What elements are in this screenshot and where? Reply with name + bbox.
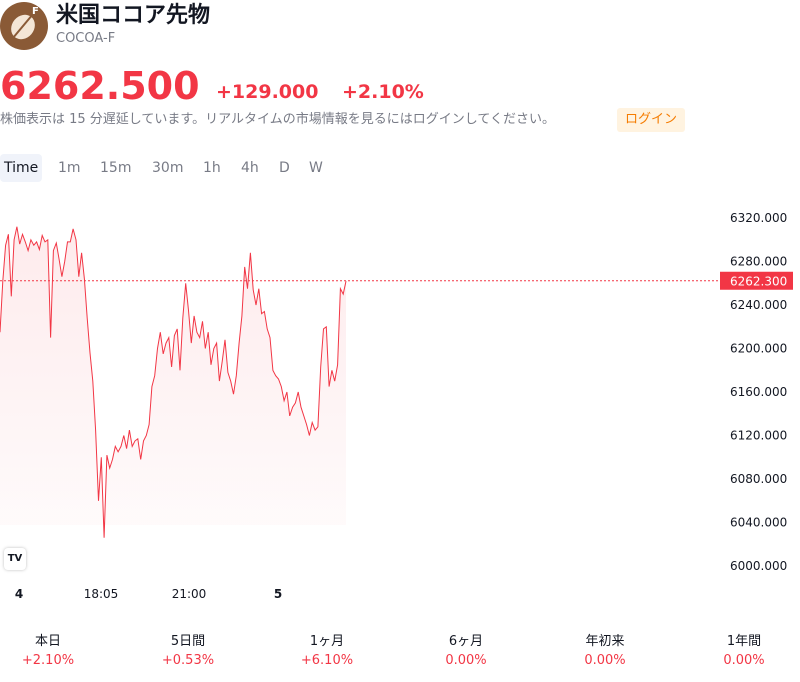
logo-letter: F xyxy=(32,6,39,17)
y-tick-label: 6320.000 xyxy=(730,211,787,225)
range-value: 0.00% xyxy=(445,653,487,668)
range-value: 0.00% xyxy=(723,653,765,668)
price-chart[interactable]: 6262.300 6320.000 6280.000 6240.000 6200.00… xyxy=(0,190,800,610)
performance-ranges: 本日 +2.10% 5日間 +0.53% 1ヶ月 +6.10% 6ヶ月 0.00… xyxy=(0,632,800,676)
tab-time[interactable]: Time xyxy=(0,154,43,182)
range-label: 6ヶ月 xyxy=(448,634,484,649)
current-price-label-bg xyxy=(720,271,793,290)
range-label: 1ヶ月 xyxy=(309,634,345,649)
range-value: 0.00% xyxy=(584,653,626,668)
tab-w[interactable]: W xyxy=(309,160,323,176)
delay-notice: 株価表示は 15 分遅延しています。リアルタイムの市場情報を見るにはログインして… xyxy=(0,112,555,127)
range-ytd[interactable]: 年初来 0.00% xyxy=(535,632,675,670)
login-button[interactable]: ログイン xyxy=(617,108,686,132)
y-tick-label: 6200.000 xyxy=(730,342,787,356)
tab-1h[interactable]: 1h xyxy=(203,160,221,176)
tab-4h[interactable]: 4h xyxy=(241,160,259,176)
range-6m[interactable]: 6ヶ月 0.00% xyxy=(396,632,536,670)
ticker-symbol: COCOA-F xyxy=(56,31,116,46)
y-tick-label: 6120.000 xyxy=(730,429,787,443)
current-price: 6262.500 xyxy=(0,64,200,108)
tab-d[interactable]: D xyxy=(279,160,290,176)
tab-15m[interactable]: 15m xyxy=(100,160,132,176)
range-label: 1年間 xyxy=(726,634,762,649)
y-tick-label: 6240.000 xyxy=(730,298,787,312)
y-tick-label: 6080.000 xyxy=(730,472,787,486)
price-line xyxy=(0,226,347,538)
range-today[interactable]: 本日 +2.10% xyxy=(0,632,118,670)
range-label: 年初来 xyxy=(585,634,625,649)
x-tick-label: 21:00 xyxy=(172,587,207,601)
range-value: +2.10% xyxy=(21,653,75,668)
range-5d[interactable]: 5日間 +0.53% xyxy=(118,632,258,670)
y-tick-label: 6000.000 xyxy=(730,559,787,573)
cocoa-logo: F xyxy=(0,2,48,50)
tab-1m[interactable]: 1m xyxy=(58,160,81,176)
price-change-percent: +2.10% xyxy=(342,81,424,103)
y-tick-label: 6280.000 xyxy=(730,255,787,269)
price-area xyxy=(0,226,346,538)
current-price-label: 6262.300 xyxy=(730,275,787,289)
y-tick-label: 6040.000 xyxy=(730,516,787,530)
tradingview-logo[interactable]: TV xyxy=(4,548,26,570)
x-tick-label: 5 xyxy=(274,587,282,601)
range-label: 5日間 xyxy=(170,634,206,649)
tab-30m[interactable]: 30m xyxy=(152,160,184,176)
x-tick-label: 18:05 xyxy=(84,587,119,601)
y-tick-label: 6160.000 xyxy=(730,385,787,399)
x-tick-label: 4 xyxy=(15,587,23,601)
range-1m[interactable]: 1ヶ月 +6.10% xyxy=(257,632,397,670)
range-1y[interactable]: 1年間 0.00% xyxy=(674,632,800,670)
page-title: 米国ココア先物 xyxy=(56,3,211,28)
range-label: 本日 xyxy=(34,634,61,649)
range-value: +0.53% xyxy=(161,653,215,668)
price-change: +129.000 xyxy=(216,81,319,103)
range-value: +6.10% xyxy=(300,653,354,668)
